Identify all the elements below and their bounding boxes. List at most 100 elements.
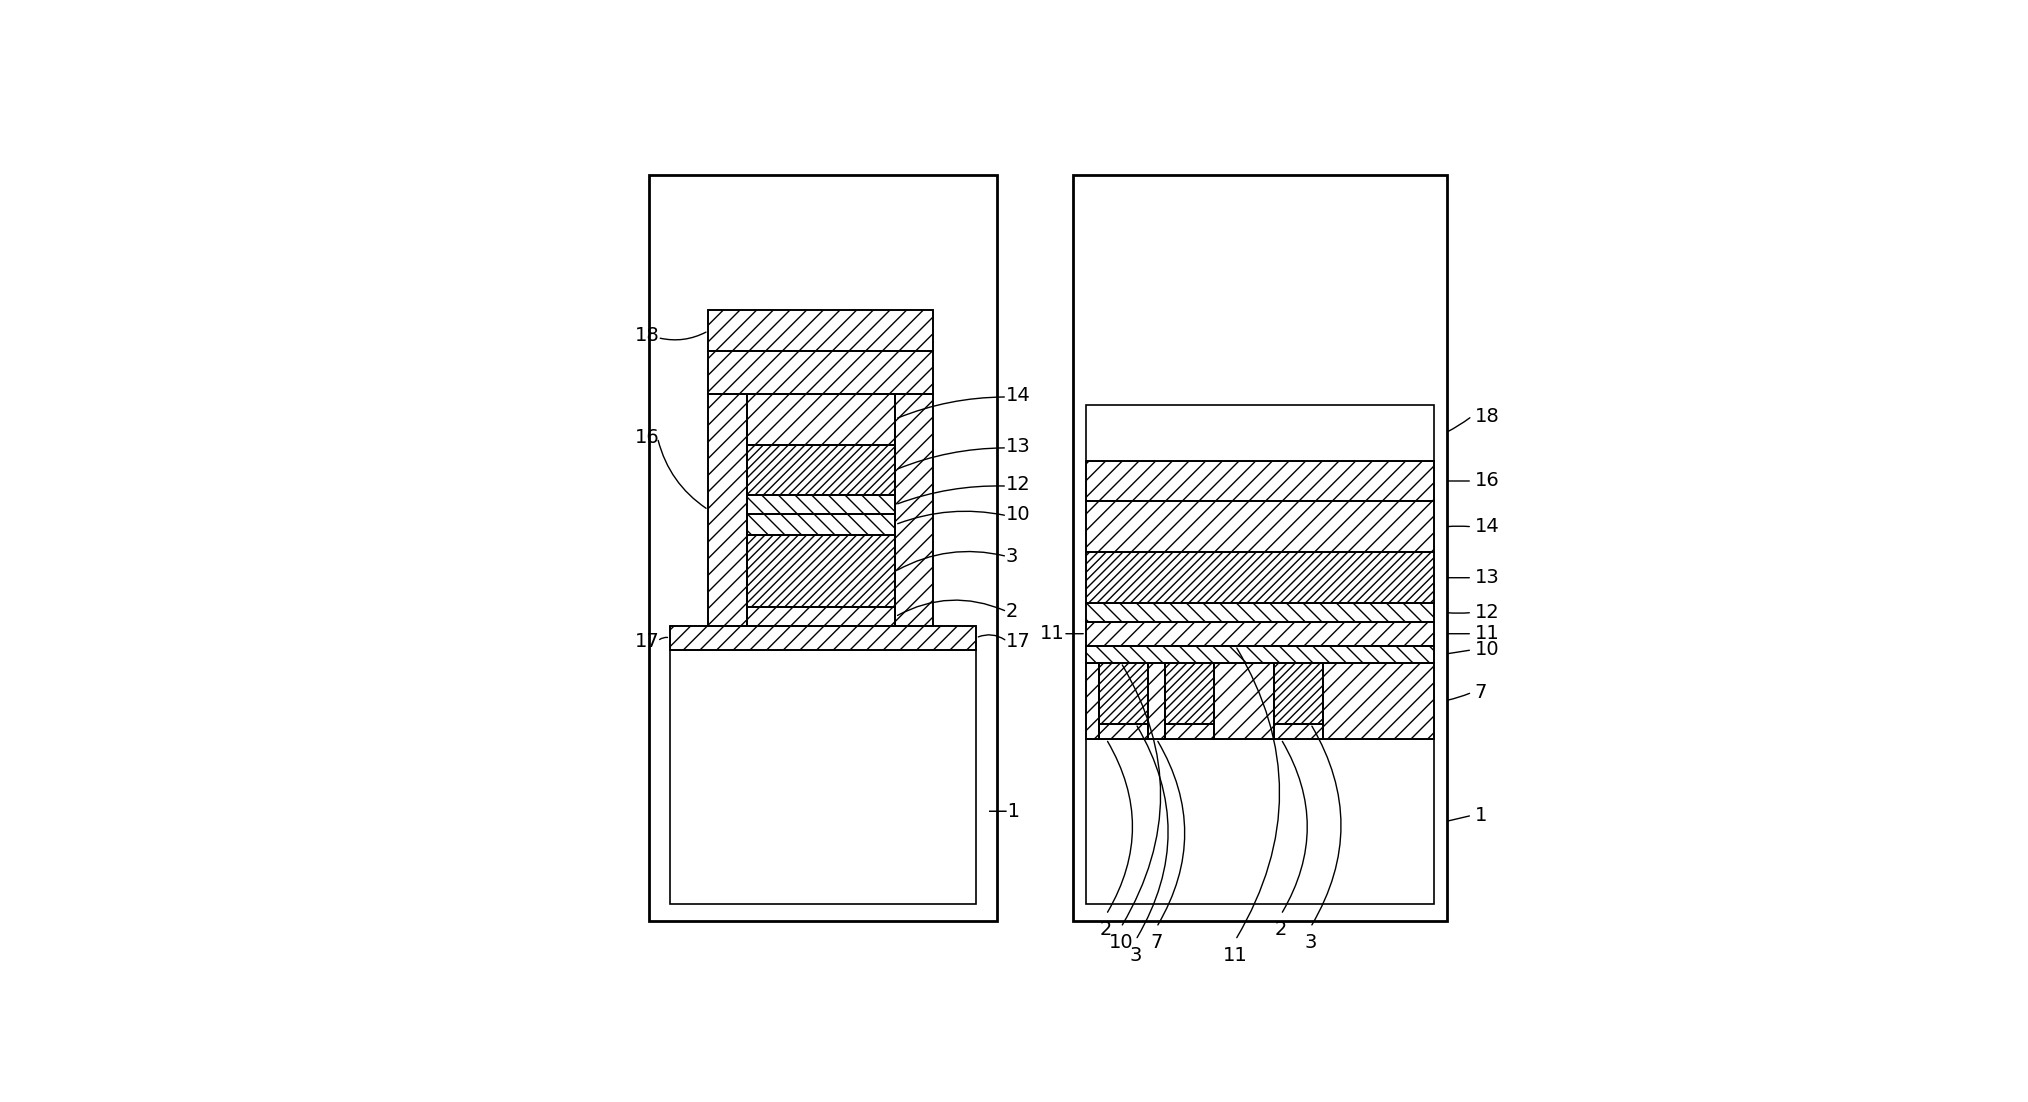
- Bar: [1087, 622, 1434, 646]
- Bar: [1099, 662, 1148, 724]
- Text: 11: 11: [1223, 946, 1247, 965]
- Bar: [746, 607, 894, 626]
- Bar: [1322, 662, 1434, 739]
- Bar: [1099, 724, 1148, 739]
- Text: 16: 16: [1474, 472, 1499, 490]
- Bar: [1322, 662, 1434, 739]
- Bar: [1087, 622, 1434, 646]
- Bar: [708, 352, 933, 393]
- Bar: [1274, 724, 1322, 739]
- Bar: [746, 607, 894, 626]
- Bar: [1215, 662, 1274, 739]
- Bar: [746, 514, 894, 536]
- Bar: [669, 650, 975, 905]
- Bar: [894, 393, 933, 626]
- Text: 3: 3: [1304, 933, 1316, 952]
- Bar: [894, 393, 933, 626]
- Text: 13: 13: [1006, 436, 1030, 456]
- Bar: [1274, 662, 1322, 724]
- Text: 10: 10: [1109, 933, 1134, 952]
- Bar: [1087, 646, 1434, 662]
- Bar: [1164, 724, 1215, 739]
- Bar: [1274, 724, 1322, 739]
- Bar: [1087, 662, 1099, 739]
- Bar: [1087, 646, 1434, 662]
- Bar: [708, 393, 746, 626]
- Bar: [1087, 461, 1434, 501]
- Text: 10: 10: [1474, 640, 1499, 659]
- Text: 16: 16: [635, 429, 659, 447]
- Bar: [746, 514, 894, 536]
- Text: 3: 3: [1130, 946, 1142, 965]
- Text: 14: 14: [1006, 386, 1030, 404]
- Bar: [1087, 461, 1434, 501]
- Text: 18: 18: [635, 326, 659, 345]
- Bar: [1164, 724, 1215, 739]
- Text: 18: 18: [1474, 407, 1499, 425]
- Bar: [669, 626, 975, 650]
- Bar: [746, 536, 894, 607]
- Text: 17: 17: [1006, 631, 1030, 651]
- Bar: [1087, 552, 1434, 603]
- Bar: [708, 311, 933, 352]
- Bar: [746, 536, 894, 607]
- Text: 13: 13: [1474, 569, 1499, 587]
- Bar: [1274, 662, 1322, 724]
- Bar: [1087, 603, 1434, 622]
- Bar: [708, 352, 933, 393]
- Bar: [669, 626, 975, 650]
- Bar: [649, 175, 998, 921]
- Bar: [1087, 622, 1434, 646]
- Bar: [1087, 662, 1099, 739]
- Text: 3: 3: [1006, 547, 1018, 566]
- Bar: [1073, 175, 1446, 921]
- Bar: [1087, 501, 1434, 552]
- Bar: [1087, 662, 1099, 739]
- Text: 11: 11: [1474, 624, 1499, 644]
- Bar: [1215, 662, 1274, 739]
- Bar: [746, 496, 894, 514]
- Bar: [1087, 603, 1434, 622]
- Bar: [1087, 501, 1434, 552]
- Bar: [894, 393, 933, 626]
- Bar: [746, 393, 894, 444]
- Bar: [1087, 646, 1434, 662]
- Bar: [1164, 662, 1215, 724]
- Bar: [1148, 662, 1164, 739]
- Bar: [1164, 724, 1215, 739]
- Bar: [1087, 552, 1434, 603]
- Text: 2: 2: [1006, 602, 1018, 622]
- Bar: [746, 444, 894, 496]
- Bar: [746, 496, 894, 514]
- Bar: [1099, 662, 1148, 724]
- Text: 17: 17: [635, 631, 659, 651]
- Bar: [1148, 662, 1164, 739]
- Text: 12: 12: [1474, 603, 1499, 622]
- Bar: [708, 393, 746, 626]
- Text: 7: 7: [1474, 683, 1487, 702]
- Bar: [708, 352, 933, 393]
- Bar: [1164, 662, 1215, 724]
- Bar: [746, 393, 894, 444]
- Bar: [746, 536, 894, 607]
- Bar: [1164, 662, 1215, 724]
- Bar: [1274, 724, 1322, 739]
- Text: 2: 2: [1099, 920, 1111, 939]
- Text: 11: 11: [1040, 624, 1065, 644]
- Text: 7: 7: [1150, 933, 1162, 952]
- Bar: [1087, 739, 1434, 905]
- Bar: [708, 311, 933, 352]
- Bar: [746, 607, 894, 626]
- Text: 12: 12: [1006, 475, 1030, 494]
- Bar: [1087, 552, 1434, 603]
- Bar: [669, 626, 975, 650]
- Bar: [1087, 501, 1434, 552]
- Bar: [708, 311, 933, 352]
- Bar: [1099, 724, 1148, 739]
- Text: 2: 2: [1276, 920, 1288, 939]
- Bar: [746, 444, 894, 496]
- Text: 1: 1: [1474, 806, 1487, 824]
- Bar: [746, 444, 894, 496]
- Bar: [1087, 406, 1434, 461]
- Bar: [1087, 461, 1434, 501]
